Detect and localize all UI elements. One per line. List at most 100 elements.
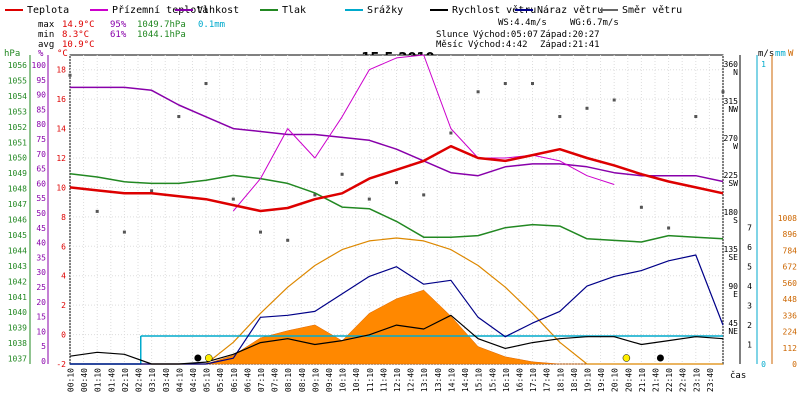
- unit-degc: °C: [57, 49, 68, 59]
- x-tick-label: 14:40: [461, 368, 470, 392]
- x-tick-label: 10:10: [339, 368, 348, 392]
- legend-label: Teplota: [27, 5, 69, 16]
- humidity-tick-label: 30: [36, 268, 46, 277]
- xlabel: čas: [730, 370, 746, 381]
- x-tick-label: 12:40: [407, 368, 416, 392]
- wind-direction-point: [340, 172, 344, 176]
- wind-direction-point: [476, 90, 480, 94]
- humidity-tick-label: 75: [36, 135, 46, 144]
- direction-tick-label: SE: [728, 253, 738, 262]
- stats-panel: max 14.9°C 95% 1049.7hPa 0.1mm min 8.3°C…: [38, 18, 619, 50]
- wind-direction-point: [721, 90, 725, 94]
- humidity-tick-label: 5: [41, 342, 46, 351]
- pressure-tick-label: 1038: [8, 339, 27, 348]
- direction-tick-label: N: [733, 68, 738, 77]
- direction-tick-label: 225: [724, 171, 739, 180]
- x-tick-label: 20:10: [611, 368, 620, 392]
- unit-mm: mm: [775, 49, 786, 59]
- wind-ws: WS:4.4m/s: [498, 18, 547, 28]
- direction-tick-label: S: [733, 216, 738, 225]
- direction-tick-label: NE: [728, 327, 738, 336]
- unit-w: W: [788, 49, 794, 59]
- humidity-tick-label: 90: [36, 91, 46, 100]
- direction-tick-label: 135: [724, 245, 739, 254]
- humidity-tick-label: 35: [36, 253, 46, 262]
- humidity-tick-label: 25: [36, 283, 46, 292]
- rain-tick-label: 1: [761, 60, 766, 69]
- x-tick-label: 01:40: [107, 368, 116, 392]
- stats-min-temp: 8.3°C: [62, 30, 89, 40]
- x-tick-label: 14:10: [447, 368, 456, 392]
- temperature-line: [69, 144, 724, 213]
- x-tick-label: 12:10: [393, 368, 402, 392]
- temp-tick-label: 12: [56, 154, 66, 163]
- x-tick-label: 11:10: [366, 368, 375, 392]
- x-tick-label: 15:10: [475, 368, 484, 392]
- wind-direction-point: [122, 230, 126, 234]
- solar-tick-label: 896: [783, 230, 798, 239]
- wind-direction-point: [204, 82, 208, 85]
- x-tick-label: 09:10: [311, 368, 320, 392]
- temp-tick-label: -2: [56, 360, 66, 369]
- temp-tick-label: 10: [56, 183, 66, 192]
- pressure-tick-label: 1037: [8, 355, 27, 364]
- pressure-line: [69, 173, 724, 243]
- wind-direction-point: [395, 181, 398, 185]
- wind-direction-point: [639, 205, 643, 209]
- x-tick-label: 21:10: [638, 368, 647, 392]
- x-tick-label: 03:10: [148, 368, 157, 392]
- x-tick-label: 00:40: [80, 368, 89, 392]
- x-tick-label: 06:40: [243, 368, 252, 392]
- x-tick-label: 06:10: [230, 368, 239, 392]
- stats-avg-label: avg: [38, 40, 54, 50]
- x-tick-label: 21:40: [652, 368, 661, 392]
- pressure-tick-label: 1043: [8, 262, 27, 271]
- unit-pct: %: [38, 49, 44, 59]
- wind-direction-point: [422, 193, 426, 197]
- x-tick-label: 15:40: [488, 368, 497, 392]
- temp-tick-label: 8: [61, 213, 66, 222]
- x-tick-label: 18:10: [556, 368, 565, 392]
- wind-direction-point: [259, 230, 262, 234]
- humidity-tick-label: 55: [36, 194, 46, 203]
- wind-tick-label: 3: [747, 302, 752, 311]
- stats-min-press: 1044.1hPa: [137, 30, 186, 40]
- pressure-tick-label: 1051: [8, 138, 27, 147]
- stats-min-hum: 61%: [110, 30, 127, 40]
- wind-tick-label: 7: [747, 224, 752, 233]
- direction-tick-label: 45: [728, 319, 738, 328]
- moon-set: Západ:21:41: [540, 40, 600, 50]
- wind-direction-point: [612, 98, 616, 102]
- humidity-tick-label: 95: [36, 76, 46, 85]
- wind-tick-label: 2: [747, 321, 752, 330]
- x-tick-label: 01:10: [94, 368, 103, 392]
- x-tick-label: 07:40: [271, 368, 280, 392]
- temp-tick-label: 0: [61, 331, 66, 340]
- legend-label: Přízemní teplota: [112, 4, 208, 16]
- x-tick-label: 17:10: [529, 368, 538, 392]
- x-tick-label: 10:40: [352, 368, 361, 392]
- direction-tick-label: W: [733, 142, 738, 151]
- wind-direction-point: [286, 238, 290, 242]
- solar-tick-label: 784: [783, 246, 798, 255]
- humidity-tick-label: 65: [36, 165, 46, 174]
- wind-tick-label: 5: [747, 263, 752, 272]
- wind-direction-point: [177, 115, 181, 118]
- sunrise-marker: [205, 354, 213, 362]
- wind-direction-point: [503, 82, 507, 85]
- humidity-tick-label: 40: [36, 239, 46, 248]
- solar-tick-label: 1008: [778, 214, 797, 223]
- humidity-tick-label: 20: [36, 298, 46, 307]
- wind-direction-point: [694, 115, 698, 118]
- wind-direction-point: [531, 82, 534, 85]
- wind-direction-point: [667, 226, 671, 230]
- pressure-tick-label: 1056: [8, 61, 27, 70]
- stats-max-press: 1049.7hPa: [137, 20, 186, 30]
- moon-rise: Východ:4:42: [468, 40, 528, 50]
- pressure-tick-label: 1054: [8, 92, 27, 101]
- x-tick-label: 13:40: [434, 368, 443, 392]
- wind-speed-line: [69, 314, 724, 365]
